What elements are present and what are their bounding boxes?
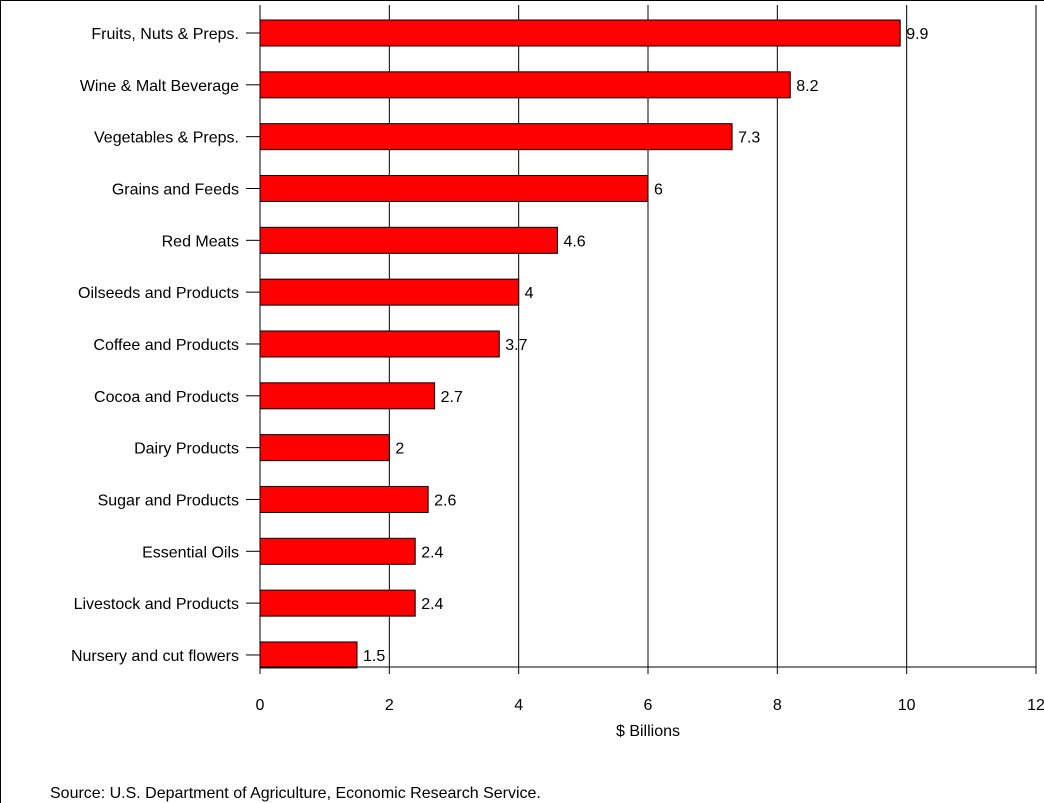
bar: [259, 19, 901, 47]
bar: [259, 537, 416, 565]
category-label: Wine & Malt Beverage: [80, 78, 239, 95]
category-label: Oilseeds and Products: [78, 285, 239, 302]
category-label: Grains and Feeds: [112, 181, 239, 198]
source-note: Source: U.S. Department of Agriculture, …: [50, 785, 541, 802]
category-label: Essential Oils: [142, 544, 239, 561]
value-label: 8.2: [796, 78, 818, 95]
category-label: Vegetables & Preps.: [94, 130, 239, 147]
value-label: 2.4: [421, 544, 443, 561]
value-label: 3.7: [505, 337, 527, 354]
labels: 9.9 Fruits, Nuts & Preps. 8.2 Wine & Malt B…: [71, 26, 1044, 714]
axes: [246, 5, 1037, 674]
value-label: 6: [654, 181, 663, 198]
value-label: 2: [395, 441, 404, 458]
bar: [259, 123, 733, 151]
bar: [259, 174, 649, 202]
value-label: 4: [525, 285, 534, 302]
bar: [259, 434, 390, 462]
value-label: 9.9: [906, 26, 928, 43]
category-label: Dairy Products: [134, 441, 239, 458]
category-label: Coffee and Products: [93, 337, 239, 354]
bar: [259, 330, 500, 358]
x-tick-label: 0: [256, 697, 265, 714]
value-label: 2.6: [434, 492, 456, 509]
category-label: Cocoa and Products: [94, 389, 239, 406]
category-label: Fruits, Nuts & Preps.: [91, 26, 239, 43]
bar-chart: 9.9 Fruits, Nuts & Preps. 8.2 Wine & Malt B…: [71, 5, 1044, 740]
bar: [259, 485, 429, 513]
category-label: Livestock and Products: [74, 596, 239, 613]
x-tick-label: 6: [644, 697, 653, 714]
bar: [259, 641, 358, 669]
value-label: 4.6: [563, 233, 585, 250]
x-axis-label: $ Billions: [616, 723, 680, 740]
x-tick-label: 2: [385, 697, 394, 714]
category-label: Nursery and cut flowers: [71, 648, 239, 665]
bars: [259, 19, 901, 669]
bar: [259, 226, 558, 254]
x-tick-label: 4: [514, 697, 523, 714]
bar: [259, 71, 791, 99]
bar: [259, 278, 520, 306]
value-label: 2.7: [441, 389, 463, 406]
category-label: Sugar and Products: [98, 492, 239, 509]
x-tick-label: 8: [773, 697, 782, 714]
value-label: 1.5: [363, 648, 385, 665]
value-label: 7.3: [738, 130, 760, 147]
bar: [259, 589, 416, 617]
x-tick-label: 12: [1027, 697, 1044, 714]
bar: [259, 382, 436, 410]
category-label: Red Meats: [162, 233, 239, 250]
x-tick-label: 10: [898, 697, 916, 714]
value-label: 2.4: [421, 596, 443, 613]
